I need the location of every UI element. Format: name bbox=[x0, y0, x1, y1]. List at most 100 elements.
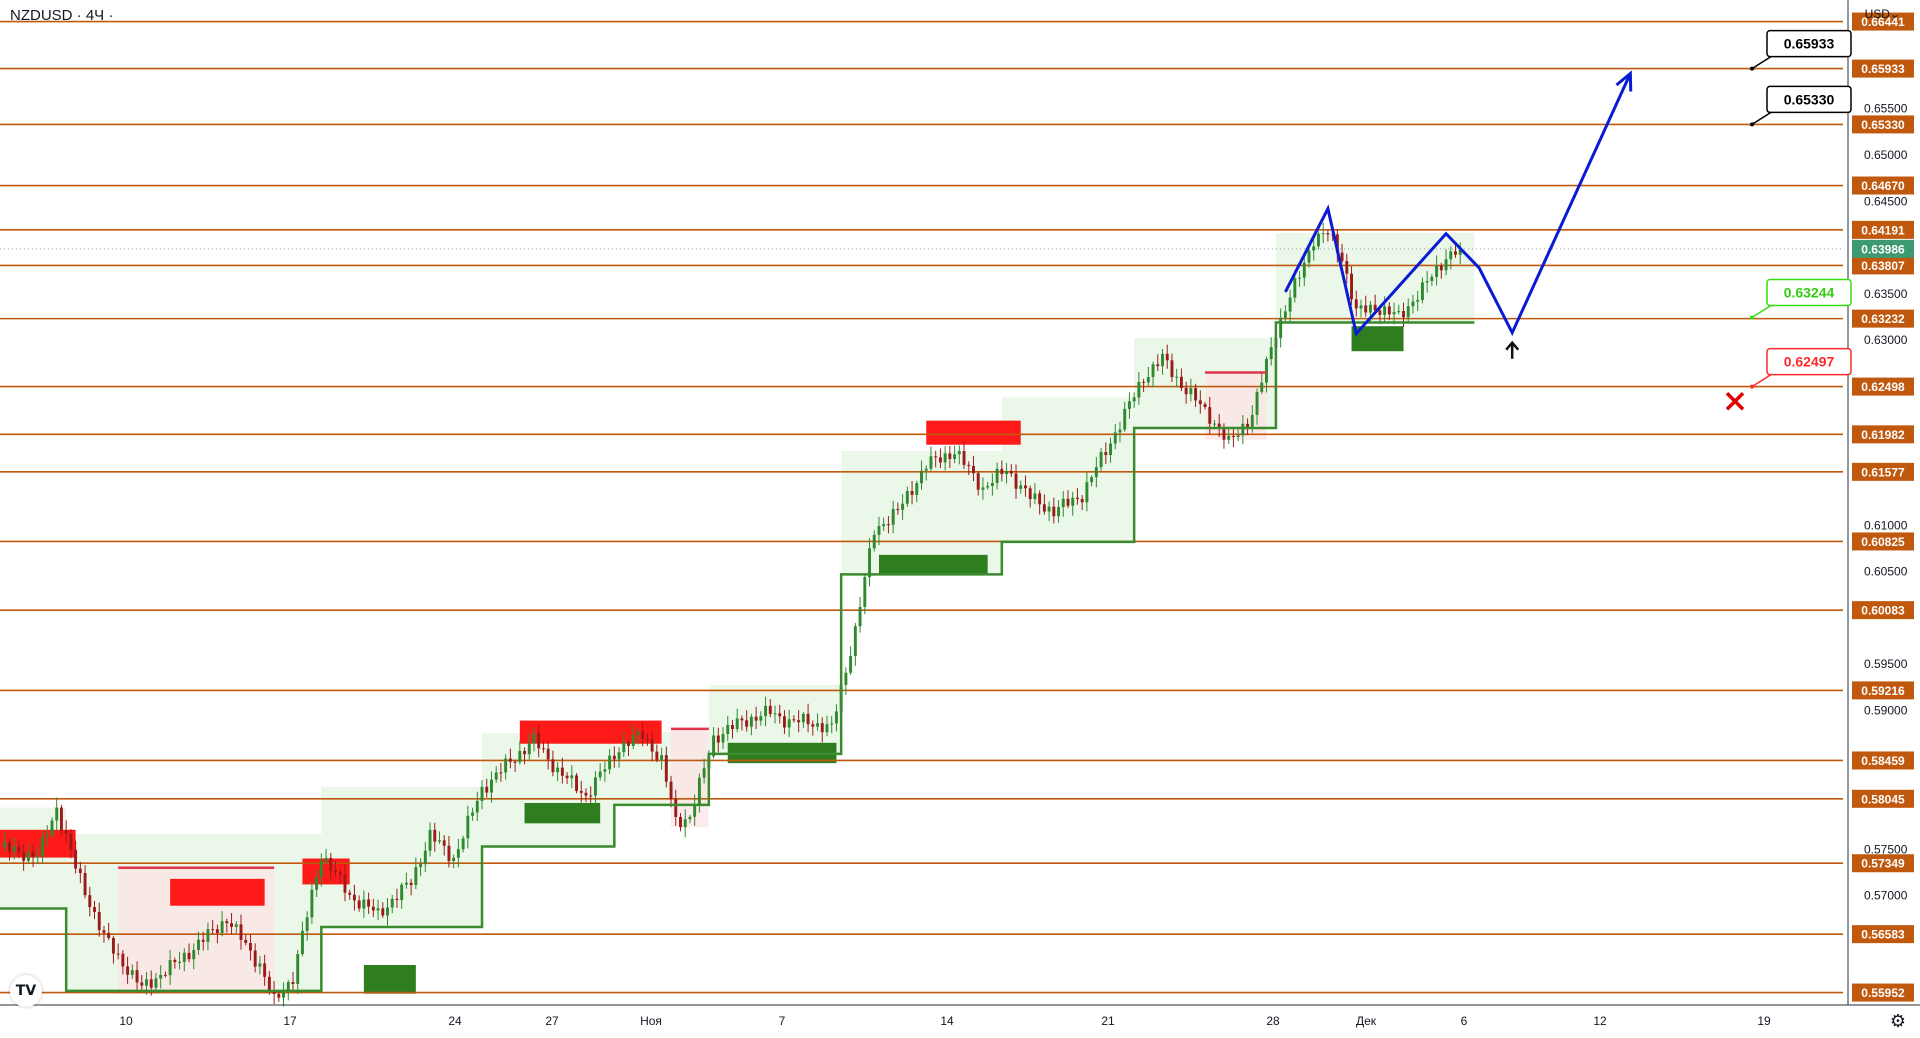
symbol-title[interactable]: NZDUSD · 4Ч · bbox=[10, 7, 114, 24]
candle-body bbox=[1416, 299, 1420, 302]
candle-body bbox=[159, 974, 163, 979]
callout-anchor bbox=[1750, 122, 1754, 127]
candle-body bbox=[438, 840, 441, 842]
candle-body bbox=[891, 508, 895, 525]
callout-leader bbox=[1751, 304, 1772, 319]
candle-body bbox=[419, 864, 423, 868]
candle-body bbox=[173, 960, 177, 963]
y-tick-label: 0.63500 bbox=[1864, 287, 1908, 301]
candle-body bbox=[381, 908, 385, 916]
candle-body bbox=[494, 772, 498, 780]
candle-body bbox=[211, 929, 215, 931]
candle-body bbox=[423, 850, 427, 865]
candle-body bbox=[868, 548, 871, 578]
candle-body bbox=[641, 731, 645, 740]
level-label-bg bbox=[1852, 256, 1914, 275]
level-label-bg bbox=[1852, 12, 1914, 31]
candle-body bbox=[1042, 504, 1046, 512]
candle-body bbox=[1397, 310, 1401, 313]
candle-body bbox=[844, 672, 848, 685]
candle-body bbox=[291, 982, 295, 985]
candle-body bbox=[1090, 477, 1094, 483]
level-label-bg bbox=[1852, 59, 1914, 78]
candle-body bbox=[598, 771, 602, 778]
level-label: 0.59216 bbox=[1861, 684, 1905, 698]
candle-body bbox=[475, 800, 479, 813]
candle-body bbox=[1014, 473, 1018, 489]
callout-leader bbox=[1751, 111, 1772, 126]
candle-body bbox=[1316, 233, 1320, 247]
candle-body bbox=[272, 990, 276, 994]
candle-body bbox=[41, 836, 44, 857]
candle-body bbox=[277, 993, 281, 998]
callout-label: 0.65330 bbox=[1784, 91, 1835, 107]
candle-body bbox=[816, 723, 820, 727]
candle-body bbox=[877, 526, 881, 535]
candle-body bbox=[721, 734, 725, 743]
candle-body bbox=[59, 807, 63, 831]
candle-body bbox=[74, 849, 78, 869]
candle-body bbox=[1179, 376, 1183, 389]
candle-body bbox=[570, 775, 574, 779]
candle-body bbox=[1312, 246, 1316, 251]
candle-body bbox=[1217, 423, 1221, 429]
candle-body bbox=[1151, 364, 1155, 378]
candle-body bbox=[749, 716, 753, 727]
tradingview-logo[interactable]: TV bbox=[10, 975, 42, 1007]
callout-anchor bbox=[1750, 66, 1754, 71]
candle-body bbox=[608, 755, 612, 770]
y-tick-label: 0.65500 bbox=[1864, 102, 1908, 116]
candle-body bbox=[740, 718, 744, 721]
candle-body bbox=[315, 877, 319, 890]
candle-body bbox=[1458, 249, 1462, 255]
candle-body bbox=[527, 743, 531, 755]
currency-selector[interactable]: USD⌄ bbox=[1865, 7, 1900, 21]
candle-body bbox=[1387, 306, 1391, 315]
candle-body bbox=[560, 767, 564, 776]
candle-body bbox=[650, 739, 654, 752]
y-tick-label: 0.57000 bbox=[1864, 889, 1908, 903]
candle-body bbox=[1335, 234, 1339, 253]
candle-body bbox=[1241, 423, 1245, 436]
candle-body bbox=[1302, 262, 1306, 278]
callout-anchor bbox=[1750, 315, 1754, 320]
candle-body bbox=[1104, 452, 1108, 456]
x-tick-label: 14 bbox=[940, 1014, 954, 1028]
candle-body bbox=[371, 906, 375, 911]
candle-body bbox=[1350, 273, 1353, 300]
up-arrow-icon bbox=[1505, 340, 1520, 359]
candle-body bbox=[1255, 391, 1259, 415]
candle-body bbox=[537, 733, 541, 749]
candle-body bbox=[683, 819, 687, 828]
support-shade bbox=[1001, 397, 1135, 542]
green-zone bbox=[363, 964, 416, 994]
candle-body bbox=[220, 921, 224, 934]
candle-body bbox=[182, 952, 186, 962]
callout-label: 0.63244 bbox=[1784, 285, 1835, 301]
candle-body bbox=[825, 724, 829, 733]
gear-icon[interactable]: ⚙ bbox=[1889, 1011, 1906, 1031]
candle-body bbox=[1378, 310, 1382, 315]
candle-body bbox=[1028, 488, 1032, 500]
candle-body bbox=[523, 750, 527, 755]
candle-body bbox=[986, 485, 990, 488]
candle-body bbox=[352, 894, 356, 901]
candle-body bbox=[1222, 428, 1226, 440]
x-tick-label: 19 bbox=[1757, 1014, 1771, 1028]
candle-body bbox=[1184, 388, 1188, 395]
candle-body bbox=[1236, 435, 1240, 438]
candle-body bbox=[593, 777, 597, 796]
callout-box bbox=[1766, 29, 1852, 58]
candle-body bbox=[674, 799, 678, 817]
level-label-bg bbox=[1852, 115, 1914, 134]
candle-body bbox=[253, 950, 257, 967]
candle-body bbox=[45, 835, 49, 837]
candle-body bbox=[972, 465, 975, 474]
candle-body bbox=[93, 907, 96, 912]
currency-label: USD bbox=[1864, 7, 1890, 21]
level-label: 0.61577 bbox=[1861, 465, 1905, 479]
candle-body bbox=[697, 777, 701, 805]
candle-body bbox=[1383, 306, 1387, 315]
candle-body bbox=[934, 456, 938, 458]
